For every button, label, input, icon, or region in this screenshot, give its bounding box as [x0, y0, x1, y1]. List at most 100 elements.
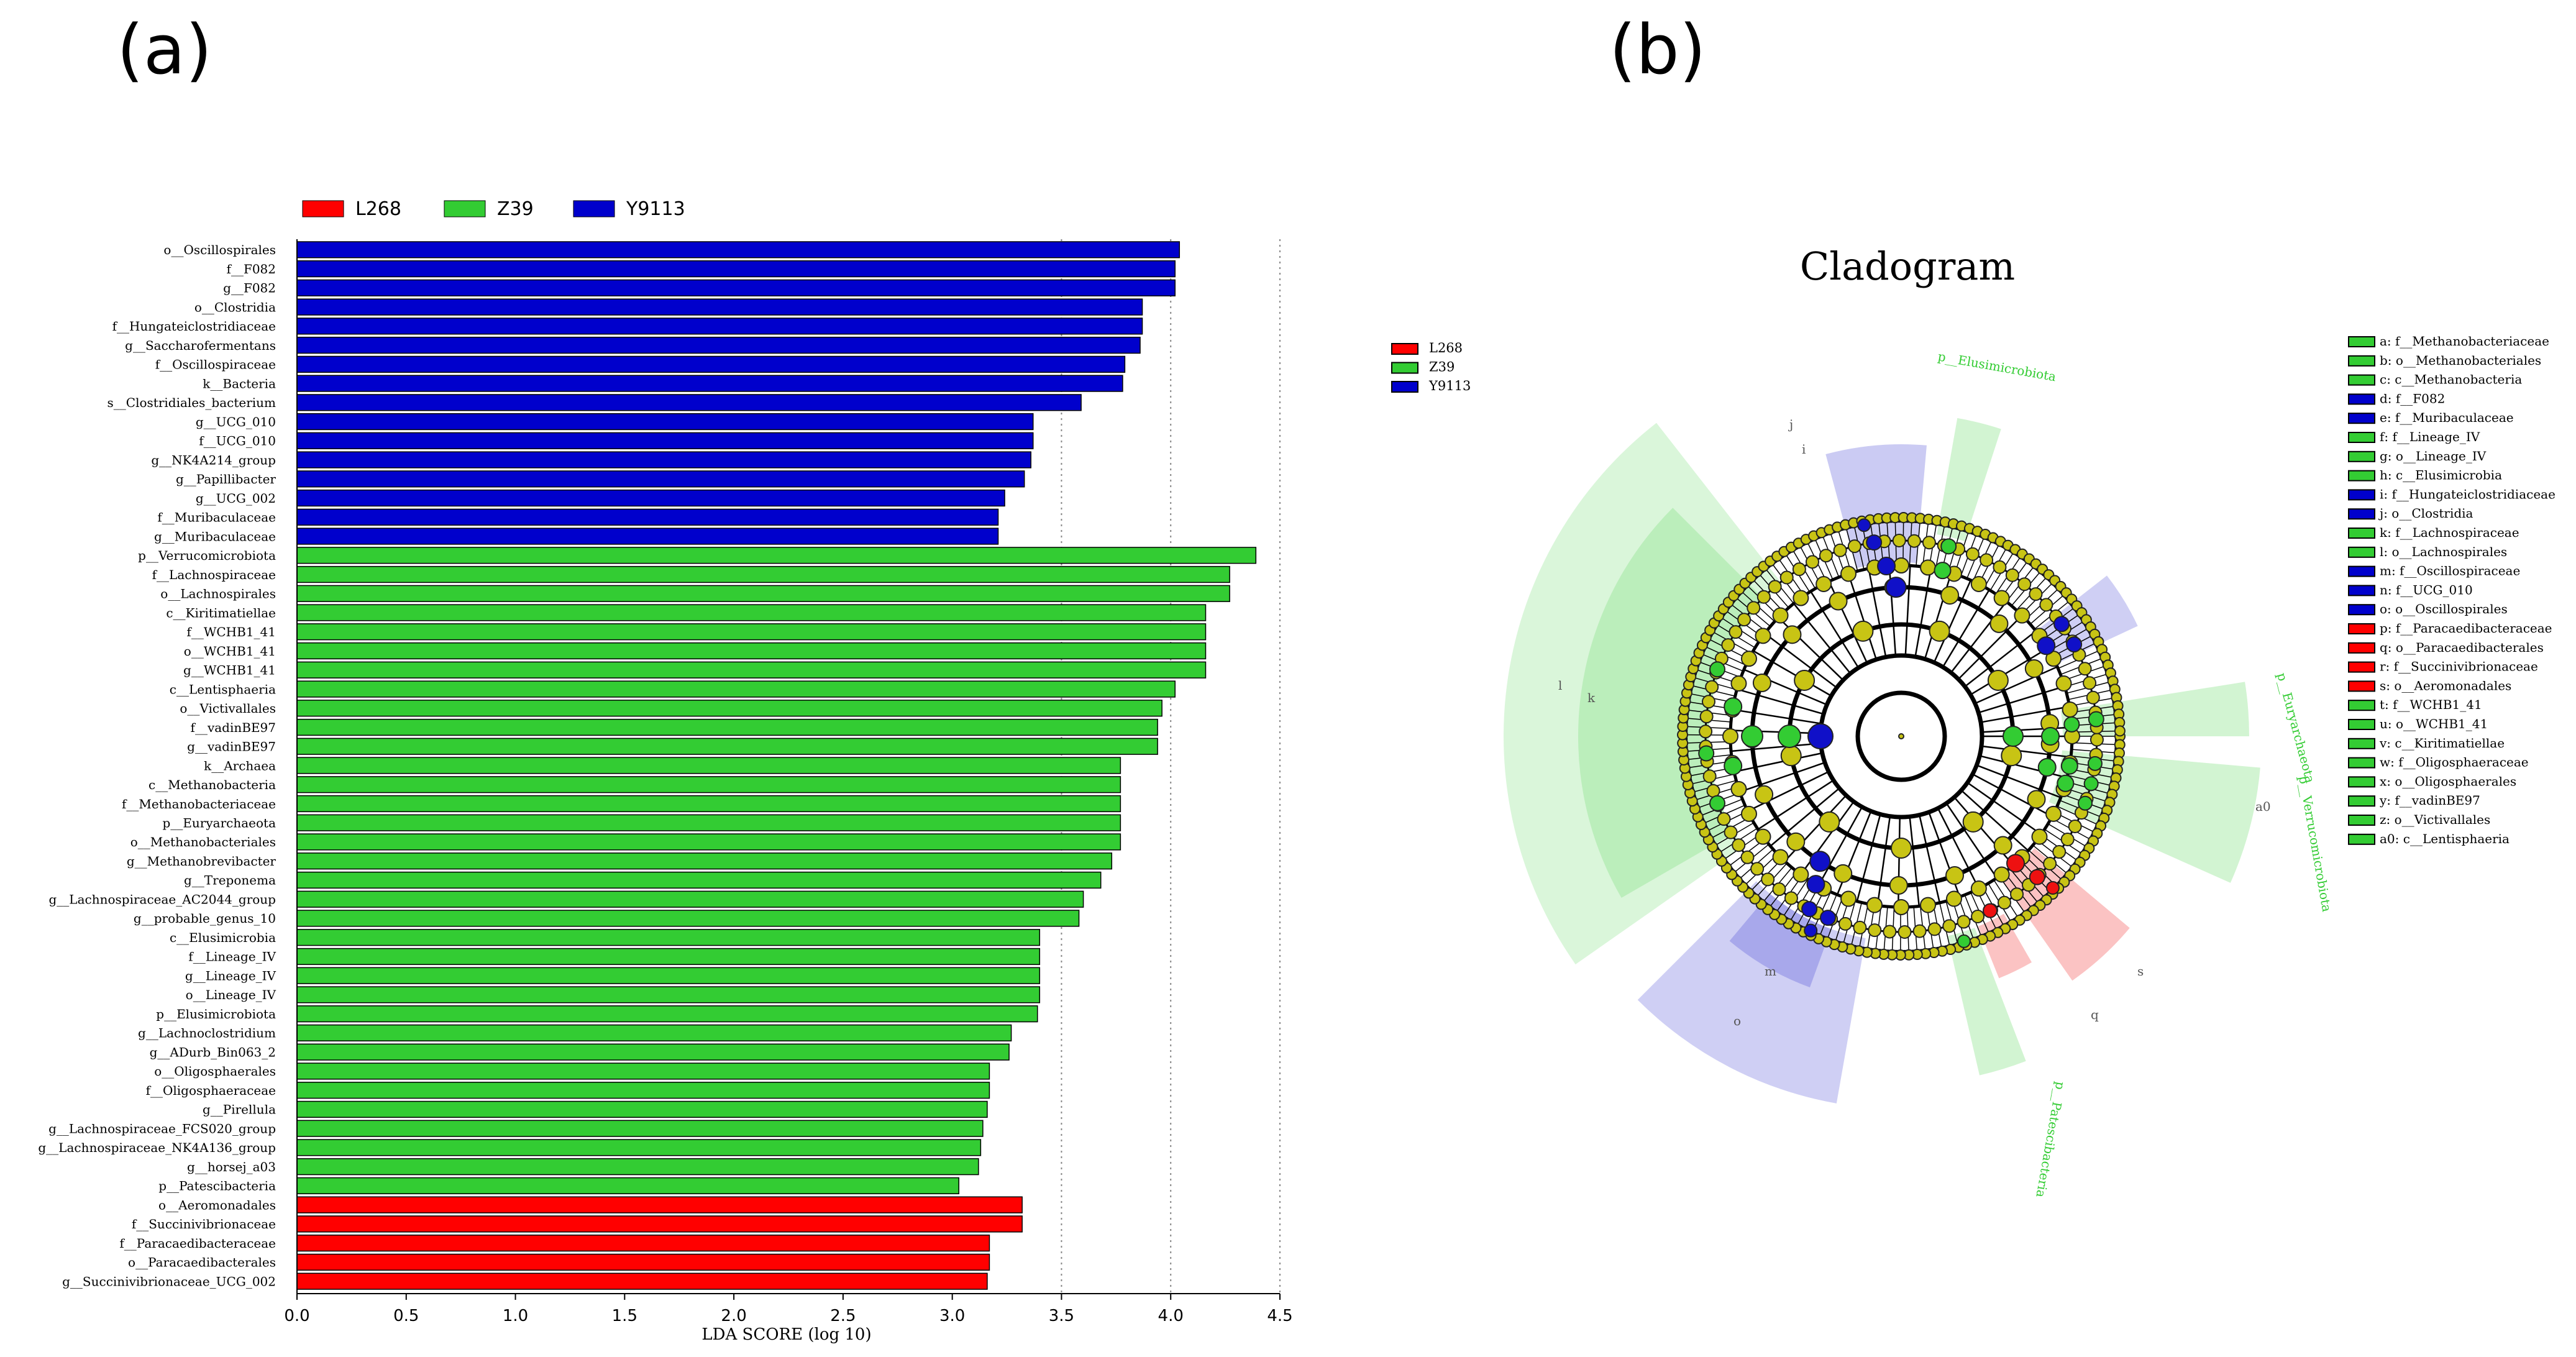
bar	[296, 1100, 988, 1118]
bar-label: g__UCG_010	[196, 414, 276, 429]
leaf-node	[1793, 537, 1804, 549]
tree-branch	[1822, 536, 1840, 578]
key-swatch	[2348, 623, 2375, 634]
leaf-node	[2104, 797, 2116, 808]
key-label: r: f__Succinivibrionaceae	[2380, 659, 2538, 674]
tree-node	[2027, 790, 2046, 809]
tree-branch	[1817, 806, 1863, 887]
tree-branch	[2062, 665, 2104, 682]
leaf-node	[1980, 529, 1991, 541]
tree-branch	[1891, 907, 1895, 951]
leaf-node	[2098, 812, 2110, 824]
tree-branch	[1688, 754, 1732, 761]
leaf-node	[2108, 780, 2120, 792]
tree-branch	[1753, 650, 1832, 697]
leaf-node	[1956, 520, 1968, 532]
leaf-node	[1737, 881, 1749, 893]
leaf-node	[2110, 772, 2122, 784]
highlight-node	[1724, 756, 1743, 775]
tree-branch	[1856, 814, 1881, 902]
leaf-node	[2083, 843, 2095, 854]
tree-branch	[1815, 539, 1834, 580]
tree-branch	[1933, 580, 1971, 663]
key-label: f: f__Lineage_IV	[2380, 429, 2480, 444]
leaf-node	[1976, 933, 1988, 945]
leaf-node	[1700, 632, 1712, 644]
tree-node	[1752, 673, 1771, 692]
sector-key-letter: l	[1558, 678, 1562, 693]
tree-node	[1840, 890, 1857, 907]
tree-node	[1772, 607, 1789, 624]
tree-branch	[1720, 828, 1758, 852]
highlight-node	[1940, 538, 1957, 555]
highlight-node	[1709, 795, 1725, 811]
tree-node	[2005, 568, 2019, 582]
tree-branch	[1730, 838, 1765, 866]
tree-branch	[1909, 816, 1920, 907]
leaf-node	[1969, 936, 1981, 948]
tree-branch	[1810, 591, 1860, 669]
key-swatch	[2348, 776, 2375, 788]
tree-node	[1784, 891, 1798, 905]
tree-node	[1699, 739, 1713, 754]
leaf-node	[1886, 949, 1898, 961]
bar	[296, 547, 1257, 564]
tree-node	[2001, 745, 2022, 767]
sector-key-letter: i	[1802, 442, 1806, 457]
tree-node	[1717, 812, 1731, 826]
tree-node	[2048, 609, 2063, 623]
x-tick-label: 1.0	[503, 1307, 528, 1325]
bar	[296, 642, 1207, 660]
bar	[296, 1024, 1012, 1042]
key-swatch	[2348, 738, 2375, 749]
leaf-node	[1870, 948, 1881, 959]
leaf-node	[1797, 926, 1809, 938]
tree-node	[2043, 856, 2057, 870]
tree-branch	[1757, 779, 1834, 830]
tree-branch	[1970, 647, 2048, 696]
tree-branch	[2062, 793, 2103, 810]
tree-node	[1810, 906, 1824, 920]
bar	[296, 1062, 990, 1080]
highlight-node	[2066, 636, 2083, 653]
x-tick-label: 1.5	[612, 1307, 637, 1325]
tree-branch	[1993, 879, 2018, 917]
highlight-node	[1957, 934, 1971, 948]
tree-node	[1740, 805, 1757, 822]
leaf-node	[1985, 930, 1996, 942]
bar-label: o__Victivallales	[180, 701, 276, 716]
key-swatch	[2348, 604, 2375, 616]
tree-node	[1701, 695, 1715, 709]
tree-branch	[1835, 898, 1850, 941]
tree-node	[2089, 747, 2103, 762]
key-swatch	[2348, 795, 2375, 807]
bar	[296, 1005, 1038, 1023]
tree-branch	[2060, 658, 2101, 675]
tree-node	[1893, 557, 1909, 573]
leaf-node	[2079, 849, 2091, 861]
tree-branch	[1958, 897, 1974, 939]
tree-branch	[1843, 900, 1856, 943]
tree-node	[1883, 925, 1897, 939]
tree-node	[2060, 832, 2075, 846]
tree-branch	[1924, 572, 1952, 660]
tree-node	[1889, 875, 1908, 895]
tree-node	[1957, 915, 1971, 929]
tree-node	[1786, 832, 1806, 851]
tree-branch	[1743, 669, 1827, 706]
bar-label: f__Methanobacteriaceae	[122, 797, 276, 811]
x-axis-title: LDA SCORE (log 10)	[701, 1325, 871, 1344]
tree-branch	[1950, 601, 2007, 674]
tree-branch	[1722, 618, 1759, 643]
tree-branch	[1980, 706, 2070, 723]
bar-label: o__Clostridia	[194, 299, 276, 314]
tree-branch	[1827, 897, 1843, 938]
leaf-node	[1695, 819, 1707, 831]
key-label: q: o__Paracaedibacterales	[2380, 640, 2544, 655]
tree-node	[1755, 785, 1774, 804]
leaf-node	[1771, 551, 1783, 562]
tree-node	[2045, 805, 2062, 822]
leaf-node	[1953, 941, 1965, 953]
tree-branch	[1687, 747, 1731, 752]
key-swatch	[2348, 355, 2375, 367]
